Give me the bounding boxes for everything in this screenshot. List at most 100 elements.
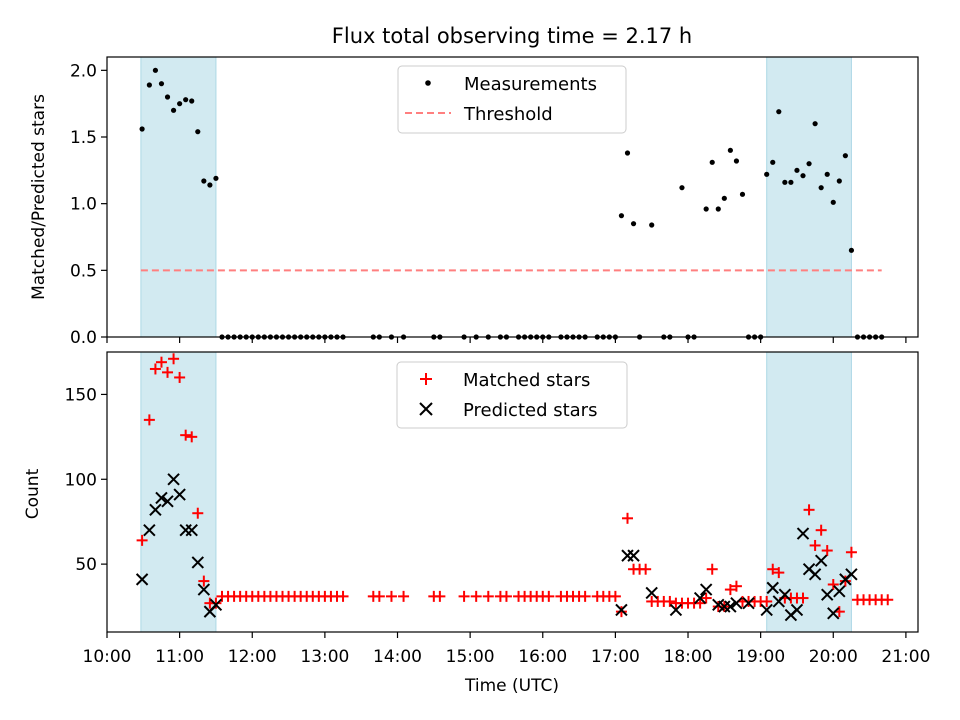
matched-star-point bbox=[640, 563, 652, 575]
measurement-point bbox=[703, 206, 709, 212]
predicted-star-point bbox=[197, 583, 211, 596]
measurement-point bbox=[818, 185, 824, 191]
matched-star-point bbox=[797, 592, 809, 604]
predicted-star-point bbox=[185, 523, 198, 537]
bottom-y-tick-label: 150 bbox=[65, 385, 97, 405]
x-tick-label: 16:00 bbox=[518, 647, 567, 667]
matched-star-point bbox=[198, 575, 210, 587]
predicted-star-point bbox=[135, 573, 149, 586]
top-shaded-interval bbox=[140, 56, 217, 338]
matched-star-point bbox=[730, 580, 742, 592]
predicted-star-point bbox=[833, 585, 846, 598]
measurement-point bbox=[848, 247, 855, 253]
predicted-star-point bbox=[149, 503, 162, 517]
measurement-point bbox=[709, 159, 715, 165]
predicted-star-point bbox=[814, 554, 828, 567]
matched-star-point bbox=[385, 590, 397, 602]
measurement-point bbox=[152, 67, 159, 73]
top-y-tick-label: 1.5 bbox=[70, 128, 97, 148]
measurement-point bbox=[776, 109, 782, 115]
measurement-point bbox=[183, 97, 189, 103]
predicted-star-point bbox=[143, 523, 156, 537]
predicted-star-point bbox=[167, 473, 180, 486]
matched-star-point bbox=[664, 595, 676, 607]
matched-star-point bbox=[337, 590, 349, 602]
measurement-point bbox=[630, 221, 637, 227]
matched-star-point bbox=[186, 431, 198, 443]
matched-star-point bbox=[373, 590, 385, 602]
predicted-star-point bbox=[693, 591, 707, 605]
bottom-y-tick-label: 100 bbox=[65, 470, 97, 490]
legend-marker-predicted bbox=[419, 402, 433, 416]
measurement-point bbox=[770, 159, 776, 165]
matched-star-point bbox=[767, 563, 779, 575]
predicted-star-point bbox=[778, 588, 792, 601]
top-y-tick-label: 1.0 bbox=[70, 195, 97, 215]
predicted-star-point bbox=[827, 607, 840, 620]
predicted-star-point bbox=[173, 488, 186, 501]
x-tick-label: 17:00 bbox=[591, 647, 640, 667]
top-legend: Measurements Threshold bbox=[397, 65, 627, 134]
matched-star-point bbox=[500, 590, 512, 602]
x-tick-label: 11:00 bbox=[155, 647, 204, 667]
predicted-star-point bbox=[191, 556, 204, 569]
matched-star-point bbox=[815, 524, 827, 536]
matched-star-point bbox=[609, 590, 621, 602]
predicted-star-point bbox=[621, 549, 634, 562]
measurement-point bbox=[794, 167, 800, 173]
matched-star-point bbox=[579, 590, 591, 602]
predicted-star-point bbox=[766, 581, 779, 595]
x-axis-label: Time (UTC) bbox=[464, 676, 559, 696]
x-tick-label: 20:00 bbox=[809, 647, 858, 667]
legend-label-threshold: Threshold bbox=[463, 104, 553, 125]
matched-star-point bbox=[180, 429, 192, 441]
matched-star-point bbox=[155, 356, 167, 368]
matched-star-point bbox=[470, 590, 482, 602]
predicted-star-point bbox=[669, 603, 683, 617]
measurement-point bbox=[207, 182, 213, 188]
measurement-point bbox=[679, 185, 685, 191]
bottom-legend: Matched stars Predicted stars bbox=[396, 361, 628, 429]
x-tick-label: 12:00 bbox=[228, 647, 277, 667]
x-tick-label: 13:00 bbox=[300, 647, 349, 667]
predicted-star-point bbox=[845, 568, 858, 581]
x-tick-label: 14:00 bbox=[373, 647, 422, 667]
matched-star-point bbox=[149, 363, 161, 375]
measurement-point bbox=[800, 173, 806, 179]
predicted-star-point bbox=[796, 527, 810, 540]
figure-title: Flux total observing time = 2.17 h bbox=[332, 24, 692, 48]
x-tick-label: 19:00 bbox=[736, 647, 785, 667]
predicted-star-point bbox=[808, 568, 822, 581]
predicted-star-point bbox=[730, 596, 743, 610]
predicted-star-point bbox=[161, 495, 174, 508]
matched-star-point bbox=[724, 584, 736, 596]
predicted-star-point bbox=[155, 491, 168, 505]
top-shaded-interval bbox=[766, 56, 852, 338]
measurement-point bbox=[727, 147, 733, 153]
measurement-point bbox=[806, 161, 812, 167]
matched-star-point bbox=[458, 590, 470, 602]
matched-star-point bbox=[882, 594, 894, 606]
matched-star-point bbox=[434, 590, 446, 602]
measurement-point bbox=[842, 153, 848, 159]
predicted-star-point bbox=[209, 598, 223, 612]
measurement-point bbox=[721, 195, 727, 201]
matched-star-point bbox=[174, 371, 186, 383]
measurement-point bbox=[139, 126, 145, 132]
top-y-tick-label: 2.0 bbox=[70, 61, 97, 81]
measurement-point bbox=[812, 121, 818, 127]
x-tick-label: 15:00 bbox=[446, 647, 495, 667]
measurement-point bbox=[830, 199, 836, 205]
measurement-point bbox=[146, 82, 152, 88]
x-tick-label: 21:00 bbox=[881, 647, 930, 667]
predicted-star-point bbox=[821, 588, 834, 601]
predicted-star-point bbox=[615, 603, 628, 617]
legend-marker-measurements bbox=[425, 80, 431, 86]
matched-star-point bbox=[621, 512, 633, 524]
measurement-point bbox=[649, 222, 655, 228]
matched-star-point bbox=[136, 534, 148, 546]
measurement-point bbox=[177, 101, 183, 107]
matched-star-point bbox=[803, 504, 815, 516]
x-tick-label: 10:00 bbox=[83, 647, 132, 667]
measurement-point bbox=[739, 191, 746, 197]
